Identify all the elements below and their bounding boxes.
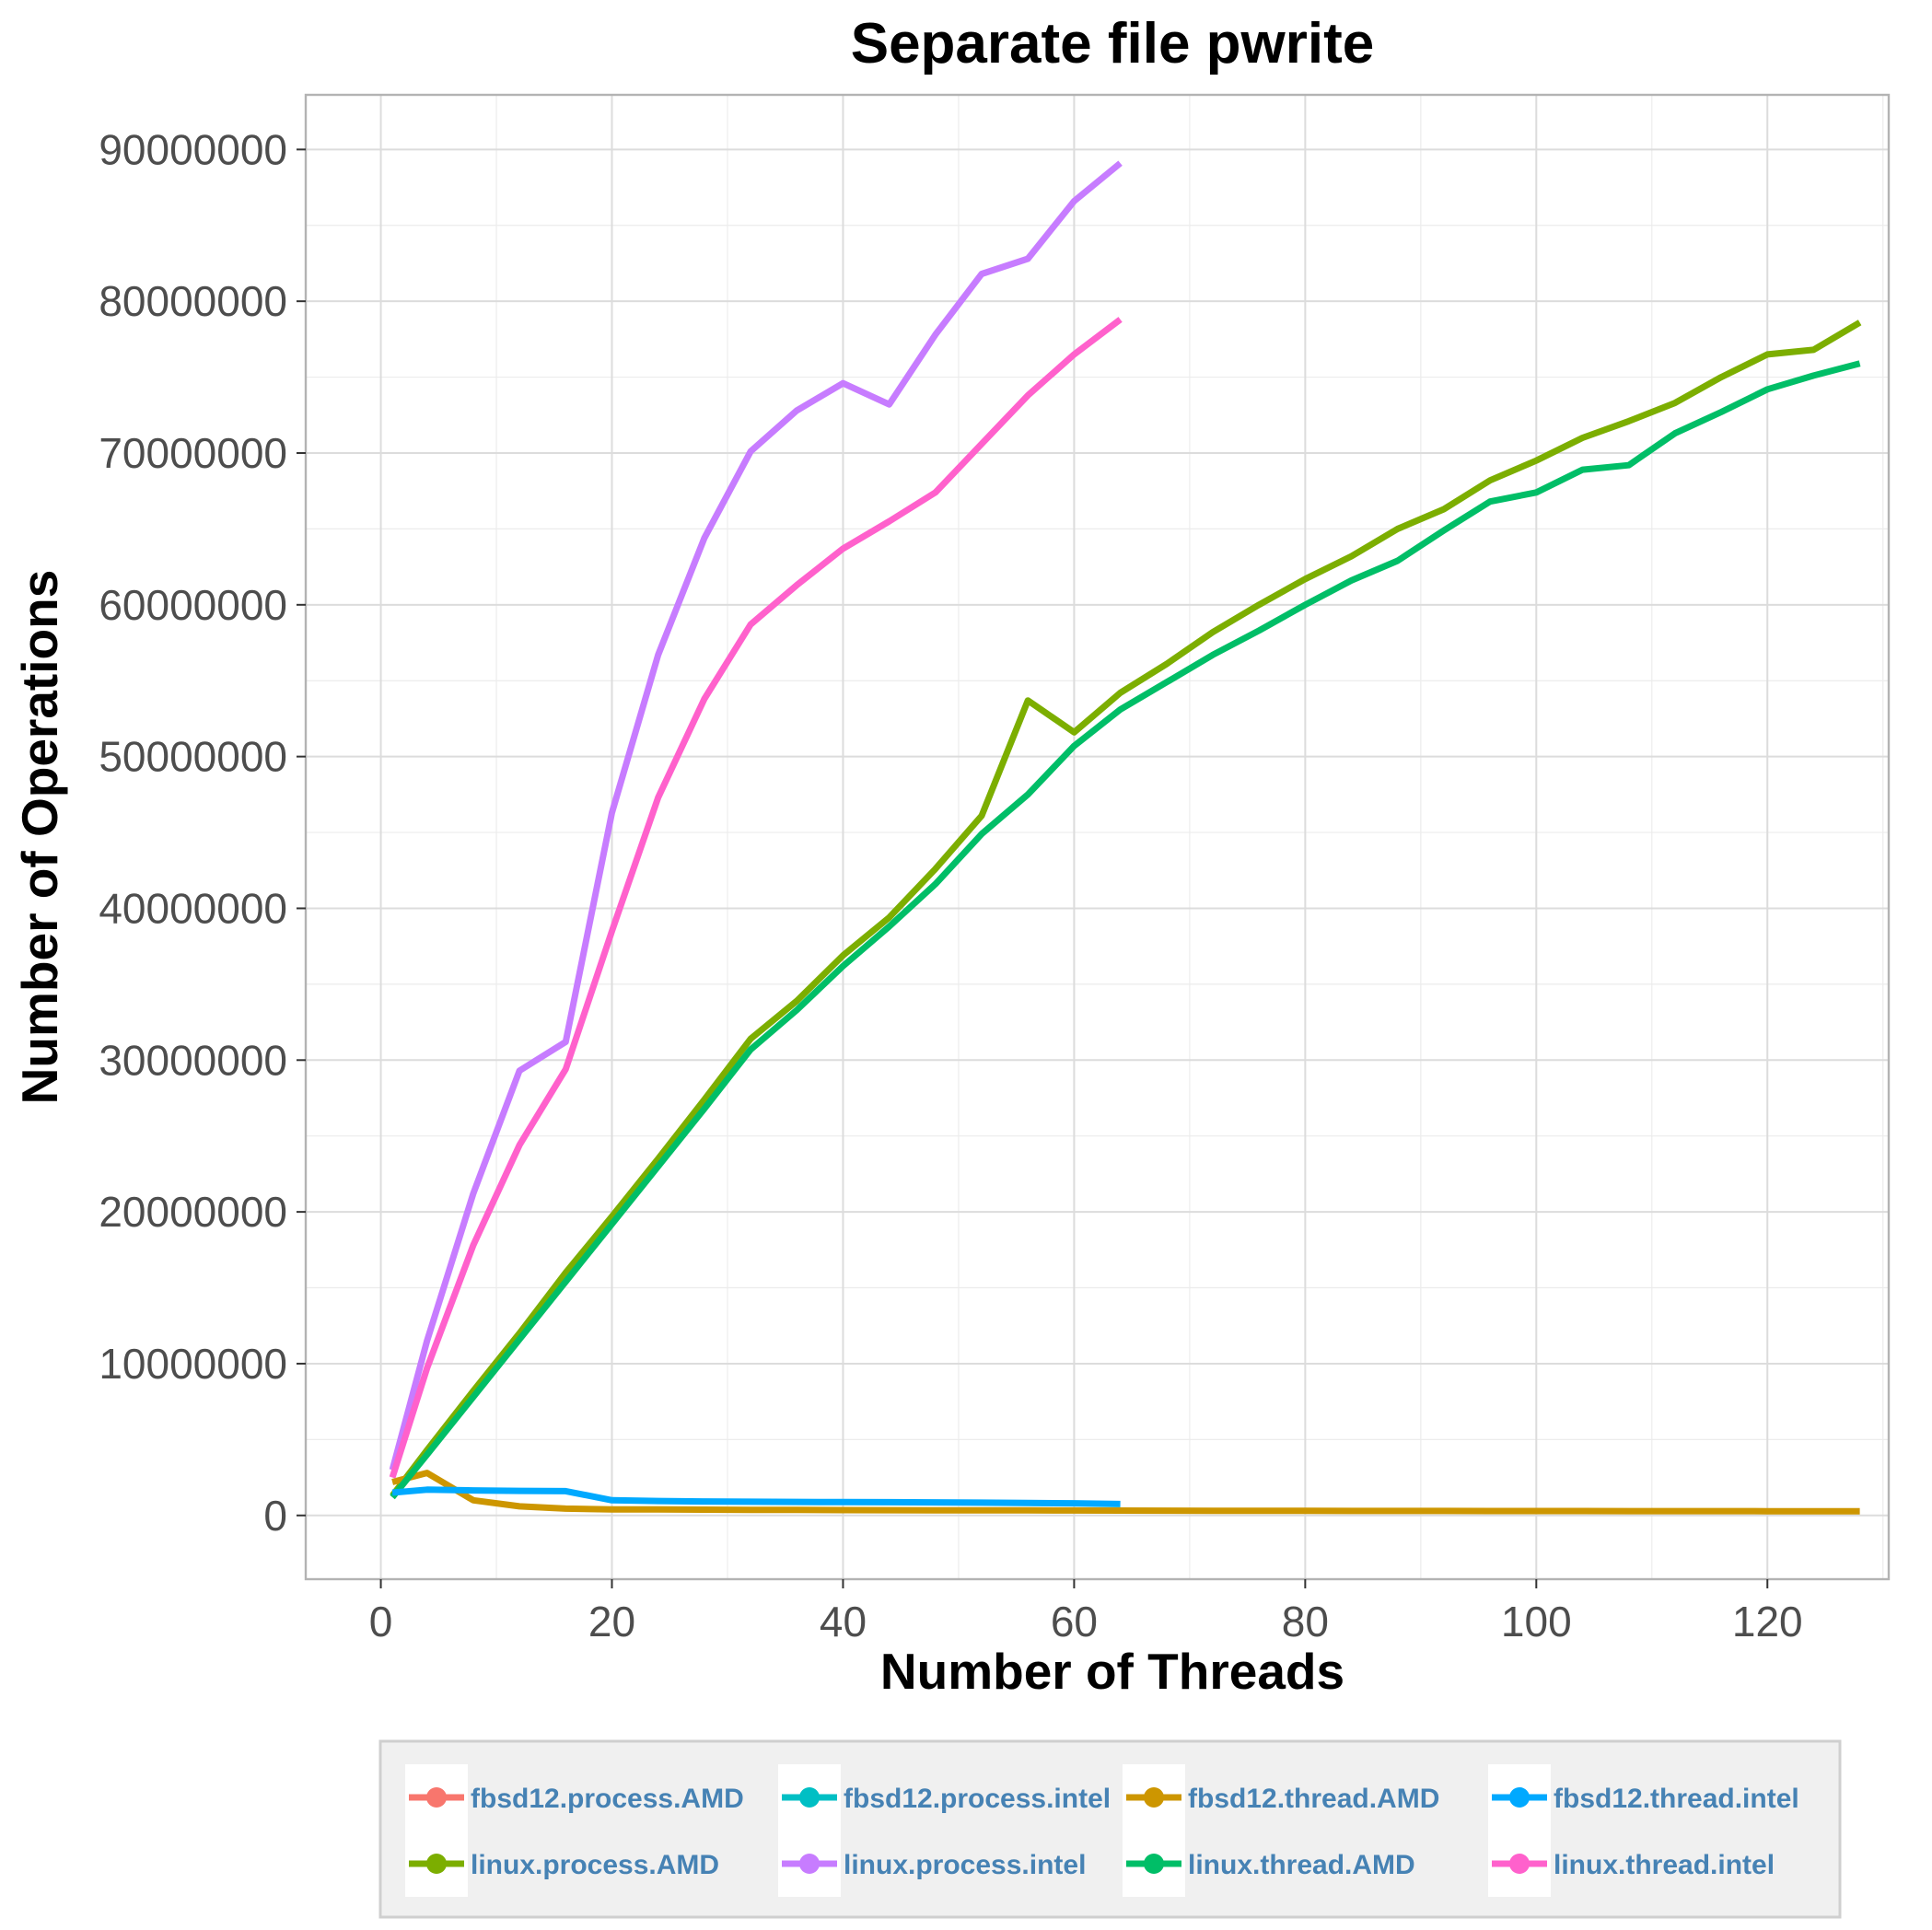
series-line-linux-thread-intel bbox=[389, 317, 1123, 1479]
y-tick-label: 0 bbox=[263, 1492, 287, 1540]
legend-label: linux.thread.AMD bbox=[1188, 1850, 1415, 1880]
axis-ticks: 0 20 40 60 80 100 120 0 10000000 20000000 30000000… bbox=[99, 125, 1802, 1645]
series-line-linux-process-AMD bbox=[390, 320, 1862, 1498]
legend-label: fbsd12.process.intel bbox=[844, 1784, 1111, 1814]
grid bbox=[306, 95, 1889, 1579]
series-line-linux-thread-AMD bbox=[390, 360, 1861, 1500]
y-tick-label: 20000000 bbox=[99, 1188, 287, 1236]
series-line-fbsd12-thread-intel bbox=[391, 1486, 1121, 1507]
x-tick-label: 60 bbox=[1051, 1598, 1098, 1645]
y-tick-label: 40000000 bbox=[99, 884, 287, 932]
series-line-linux-process-intel bbox=[389, 160, 1123, 1471]
legend-key-point bbox=[1144, 1854, 1164, 1874]
y-tick-label: 60000000 bbox=[99, 581, 287, 629]
legend-key-point bbox=[1144, 1787, 1164, 1808]
x-tick-label: 80 bbox=[1282, 1598, 1329, 1645]
legend-label: fbsd12.thread.AMD bbox=[1188, 1784, 1439, 1814]
legend-label: linux.process.AMD bbox=[471, 1850, 719, 1880]
x-tick-label: 0 bbox=[369, 1598, 393, 1645]
legend-box bbox=[378, 1739, 1842, 1919]
x-tick-label: 20 bbox=[588, 1598, 635, 1645]
legend-key-point bbox=[1509, 1854, 1530, 1874]
legend-key-point bbox=[426, 1854, 447, 1874]
series-line-fbsd12-thread-AMD bbox=[391, 1470, 1860, 1515]
x-tick-label: 120 bbox=[1732, 1598, 1803, 1645]
x-axis-title: Number of Threads bbox=[880, 1643, 1344, 1700]
chart-title: Separate file pwrite bbox=[851, 12, 1375, 76]
y-tick-label: 90000000 bbox=[99, 125, 287, 173]
legend: fbsd12.process.AMD linux.process.AMD fbsd1… bbox=[378, 1739, 1842, 1919]
legend-label: fbsd12.process.AMD bbox=[471, 1784, 744, 1814]
y-tick-label: 10000000 bbox=[99, 1340, 287, 1388]
x-tick-label: 100 bbox=[1501, 1598, 1572, 1645]
legend-key-point bbox=[426, 1787, 447, 1808]
legend-label: fbsd12.thread.intel bbox=[1554, 1784, 1799, 1814]
plot-panel-border bbox=[304, 93, 1891, 1581]
y-tick-label: 70000000 bbox=[99, 429, 287, 477]
legend-key-point bbox=[799, 1787, 820, 1808]
y-axis-title: Number of Operations bbox=[11, 570, 68, 1105]
series-layer bbox=[389, 160, 1862, 1515]
x-tick-label: 40 bbox=[820, 1598, 867, 1645]
y-tick-label: 30000000 bbox=[99, 1036, 287, 1084]
legend-label: linux.thread.intel bbox=[1554, 1850, 1775, 1880]
y-tick-label: 80000000 bbox=[99, 277, 287, 325]
legend-key-point bbox=[1509, 1787, 1530, 1808]
y-tick-label: 50000000 bbox=[99, 733, 287, 781]
legend-key-point bbox=[799, 1854, 820, 1874]
legend-label: linux.process.intel bbox=[844, 1850, 1086, 1880]
